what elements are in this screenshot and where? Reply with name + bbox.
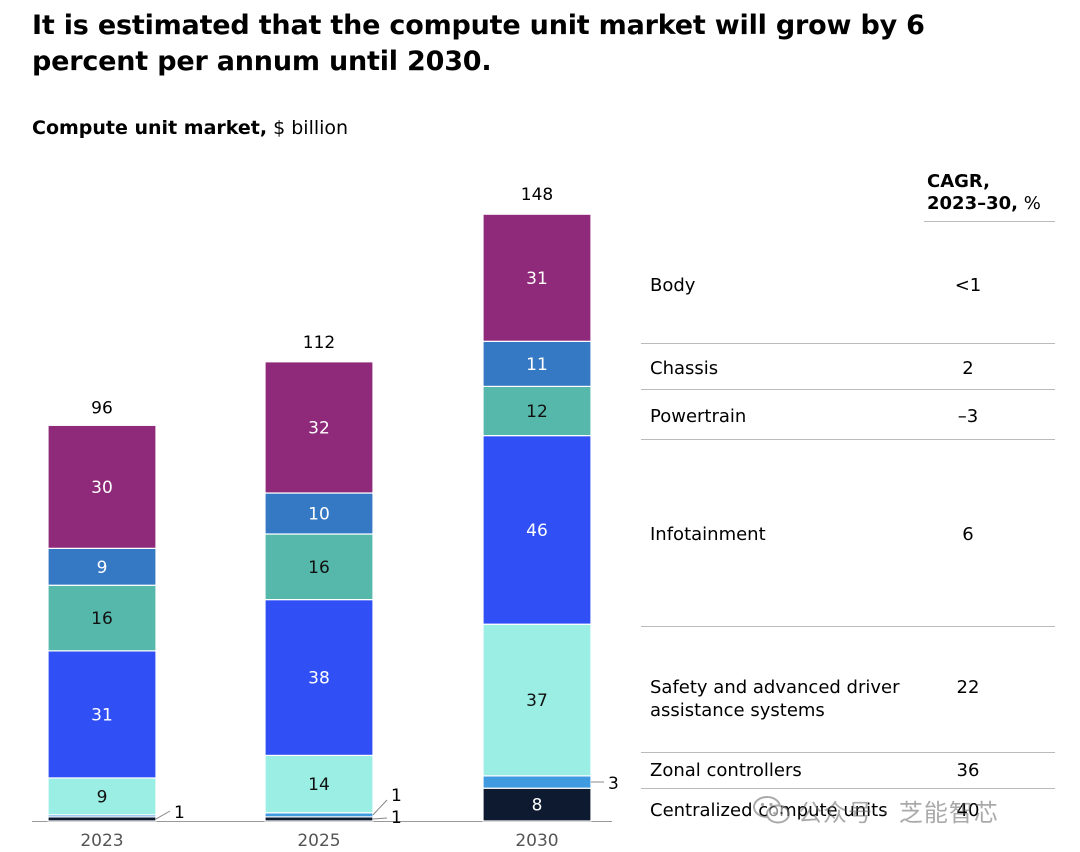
cagr-header-line2: 2023–30, % bbox=[927, 193, 1041, 214]
bar-label-2023-centralized-compute-units: 1 bbox=[174, 803, 185, 823]
bar-label-2025-powertrain: 16 bbox=[308, 558, 330, 578]
bar-2023-body bbox=[47, 424, 157, 549]
bar-label-2030-powertrain: 12 bbox=[526, 402, 548, 422]
bar-label-2025-chassis: 10 bbox=[308, 505, 330, 525]
subtitle-title: Compute unit market, bbox=[32, 117, 268, 139]
bar-2030-safety-and-advanced-driver-assistance-systems bbox=[482, 623, 592, 777]
bar-2025-zonal-controllers bbox=[264, 812, 374, 818]
x-tick-label-2030: 2030 bbox=[515, 831, 558, 851]
bar-label-2023-safety-and-advanced-driver-assistance-systems: 9 bbox=[97, 787, 108, 807]
bar-label-2030-centralized-compute-units: 8 bbox=[532, 796, 543, 816]
callout-line-2025-zonal-controllers bbox=[372, 799, 388, 816]
cagr-value-safety-and-advanced-driver-assistance-systems: 22 bbox=[957, 677, 980, 698]
cagr-header-line1: CAGR, bbox=[927, 171, 990, 192]
cagr-header-unit: % bbox=[1018, 193, 1041, 214]
callout-line-2023-centralized-compute-units bbox=[155, 810, 171, 820]
legend-label-safety-and-advanced-driver-assistance-systems-line2: assistance systems bbox=[650, 700, 825, 721]
bar-2025-safety-and-advanced-driver-assistance-systems bbox=[264, 754, 374, 814]
legend-label-safety-and-advanced-driver-assistance-systems-line1: Safety and advanced driver bbox=[650, 677, 900, 698]
bar-label-2025-zonal-controllers: 1 bbox=[391, 786, 402, 806]
cagr-value-infotainment: 6 bbox=[962, 524, 973, 545]
x-tick-label-2023: 2023 bbox=[80, 831, 123, 851]
legend-label-body: Body bbox=[650, 275, 696, 296]
bar-2030-chassis bbox=[482, 340, 592, 387]
bar-label-2025-centralized-compute-units: 1 bbox=[391, 808, 402, 828]
cagr-value-zonal-controllers: 36 bbox=[957, 760, 980, 781]
chart-headline: It is estimated that the compute unit ma… bbox=[32, 10, 925, 77]
bar-label-2025-body: 32 bbox=[308, 418, 330, 438]
bar-label-2023-infotainment: 31 bbox=[91, 705, 113, 725]
chart-subtitle: Compute unit market, $ billion bbox=[32, 116, 348, 140]
bar-label-2025-safety-and-advanced-driver-assistance-systems: 14 bbox=[308, 775, 330, 795]
bar-2030-centralized-compute-units bbox=[482, 787, 592, 822]
cagr-header-period: 2023–30, bbox=[927, 193, 1018, 214]
legend-label-powertrain: Powertrain bbox=[650, 406, 746, 427]
bar-label-2023-chassis: 9 bbox=[97, 558, 108, 578]
bar-label-2030-zonal-controllers: 3 bbox=[608, 774, 619, 794]
bar-2030-infotainment bbox=[482, 435, 592, 625]
bar-2030-powertrain bbox=[482, 385, 592, 437]
bar-2023-infotainment bbox=[47, 650, 157, 779]
bar-label-2023-body: 30 bbox=[91, 478, 113, 498]
legend-label-zonal-controllers: Zonal controllers bbox=[650, 760, 802, 781]
cagr-value-body: <1 bbox=[955, 275, 982, 296]
bar-label-2030-safety-and-advanced-driver-assistance-systems: 37 bbox=[526, 691, 548, 711]
bar-label-2030-body: 31 bbox=[526, 269, 548, 289]
cagr-value-chassis: 2 bbox=[962, 358, 973, 379]
bar-label-2025-infotainment: 38 bbox=[308, 669, 330, 689]
cagr-value-powertrain: –3 bbox=[958, 406, 978, 427]
bar-2023-safety-and-advanced-driver-assistance-systems bbox=[47, 777, 157, 816]
bar-label-2030-chassis: 11 bbox=[526, 355, 548, 375]
x-tick-label-2025: 2025 bbox=[297, 831, 340, 851]
legend-label-chassis: Chassis bbox=[650, 358, 718, 379]
bar-label-2023-powertrain: 16 bbox=[91, 609, 113, 629]
legend-label-centralized-compute-units: Centralized compute units bbox=[650, 800, 888, 821]
total-label-2030: 148 bbox=[521, 185, 553, 205]
bar-label-2030-infotainment: 46 bbox=[526, 521, 548, 541]
bar-2023-centralized-compute-units bbox=[47, 816, 157, 822]
legend-label-infotainment: Infotainment bbox=[650, 524, 766, 545]
total-label-2023: 96 bbox=[91, 398, 113, 418]
bar-2025-powertrain bbox=[264, 533, 374, 601]
bar-2025-centralized-compute-units bbox=[264, 816, 374, 822]
bar-2030-body bbox=[482, 213, 592, 342]
bar-2025-body bbox=[264, 361, 374, 494]
bar-2030-zonal-controllers bbox=[482, 775, 592, 789]
total-label-2025: 112 bbox=[303, 333, 335, 353]
callout-line-2025-centralized-compute-units bbox=[372, 817, 388, 820]
bar-2025-infotainment bbox=[264, 598, 374, 756]
cagr-value-centralized-compute-units: 40 bbox=[957, 800, 980, 821]
subtitle-unit: $ billion bbox=[267, 117, 349, 139]
